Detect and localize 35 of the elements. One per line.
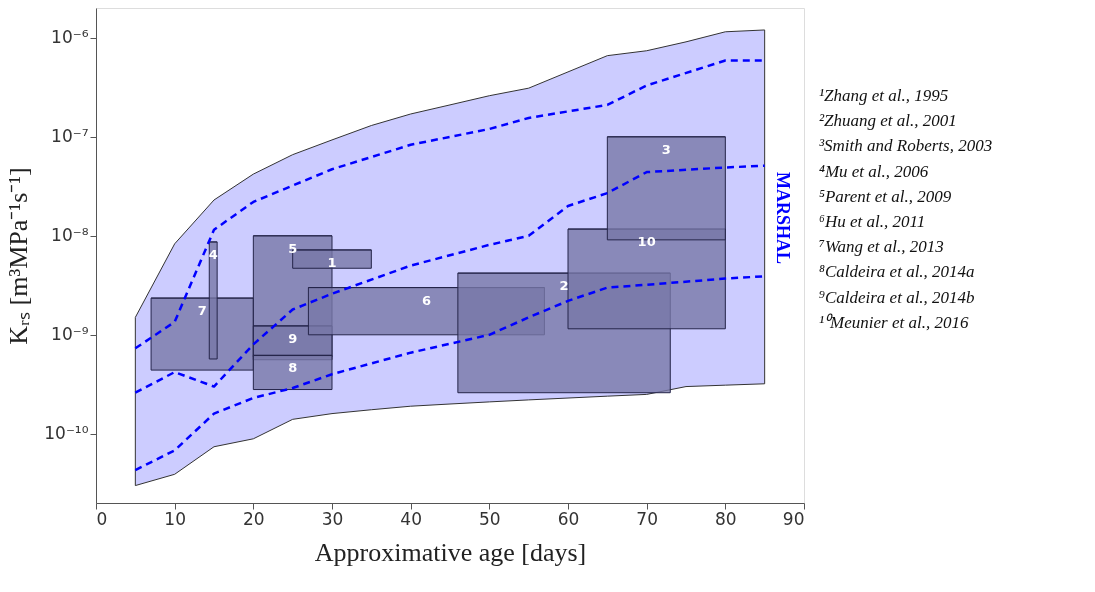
x-tick-label: 50 xyxy=(479,508,501,529)
text: ⁵Parent et al., 2009 xyxy=(819,186,952,206)
annotation: MARSHAL xyxy=(773,171,793,265)
series-label: 7 xyxy=(197,303,207,319)
text: ¹Zhang et al., 1995 xyxy=(819,86,949,105)
series-label: 3 xyxy=(661,141,671,157)
y-tick-label: 10⁻⁸ xyxy=(51,225,89,246)
series-label: 8 xyxy=(288,360,298,376)
text: ⁴Mu et al., 2006 xyxy=(819,161,929,181)
y-axis-title: Kᵣₛ [m³MPa⁻¹s⁻¹] xyxy=(4,167,34,345)
series-label: 9 xyxy=(288,330,298,346)
text: ⁸Caldeira et al., 2014a xyxy=(819,262,975,282)
x-axis-title: Approximative age [days] xyxy=(314,537,587,567)
y-tick-label: 10⁻¹⁰ xyxy=(44,423,89,444)
y-tick-label: 10⁻⁶ xyxy=(51,27,89,48)
x-tick-label: 90 xyxy=(782,508,805,529)
text: ²Zhuang et al., 2001 xyxy=(819,111,957,131)
text: ⁶Hu et al., 2011 xyxy=(819,212,926,231)
x-tick-label: 0 xyxy=(96,508,108,529)
series-label: 1 xyxy=(327,254,337,270)
x-tick-label: 20 xyxy=(243,508,265,529)
y-tick-label: 10⁻⁷ xyxy=(51,126,89,147)
text: ⁹Caldeira et al., 2014b xyxy=(819,287,975,307)
text: ¹⁰Meunier et al., 2016 xyxy=(819,312,969,332)
series-label: 6 xyxy=(421,292,431,308)
series-label: 2 xyxy=(559,278,569,294)
x-tick-label: 70 xyxy=(636,508,658,529)
x-tick-label: 40 xyxy=(400,508,422,529)
x-tick-label: 10 xyxy=(164,508,186,529)
x-tick-label: 60 xyxy=(557,508,580,529)
x-tick-label: 30 xyxy=(321,508,344,529)
text: ⁷Wang et al., 2013 xyxy=(819,237,944,257)
text: ³Smith and Roberts, 2003 xyxy=(819,136,993,156)
x-tick-label: 80 xyxy=(715,508,737,529)
y-tick-label: 10⁻⁹ xyxy=(51,324,89,345)
